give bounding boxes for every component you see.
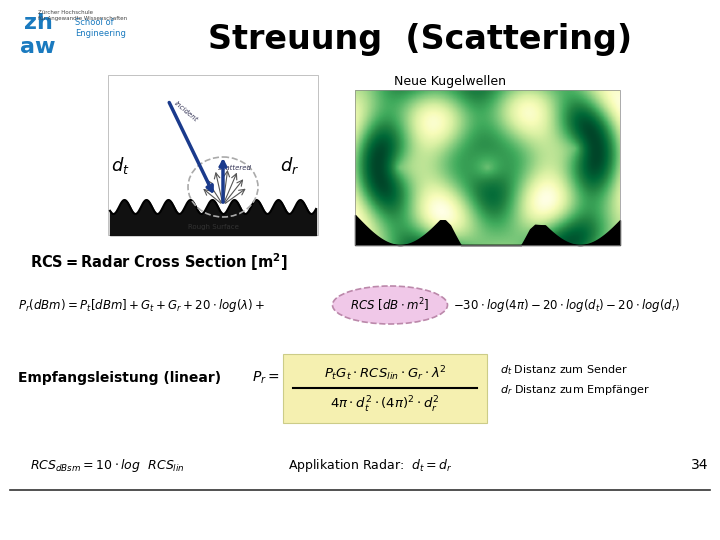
Text: $P_r =$: $P_r =$ — [253, 370, 280, 386]
Text: $\mathbf{RCS = Radar\ Cross\ Section\ [m^2]}$: $\mathbf{RCS = Radar\ Cross\ Section\ [m… — [30, 251, 287, 273]
Text: Empfangsleistung (linear): Empfangsleistung (linear) — [18, 371, 221, 385]
Text: $4\pi \cdot d_t^2 \cdot (4\pi)^2 \cdot d_r^2$: $4\pi \cdot d_t^2 \cdot (4\pi)^2 \cdot d… — [330, 395, 440, 415]
Text: Streuung  (Scattering): Streuung (Scattering) — [208, 24, 632, 57]
Text: Rough Surface: Rough Surface — [188, 224, 238, 230]
Text: Applikation Radar:  $d_t = d_r$: Applikation Radar: $d_t = d_r$ — [288, 456, 452, 474]
Text: zh
aw: zh aw — [20, 14, 55, 57]
Text: School of
Engineering: School of Engineering — [75, 18, 126, 38]
Text: $P_r(dBm) = P_t[dBm] + G_t + G_r + 20 \cdot log(\lambda) +$: $P_r(dBm) = P_t[dBm] + G_t + G_r + 20 \c… — [18, 296, 265, 314]
Text: $d_r$ Distanz zum Empfänger: $d_r$ Distanz zum Empfänger — [500, 383, 649, 397]
Text: Zürcher Hochschule
für Angewandte Wissenschaften: Zürcher Hochschule für Angewandte Wissen… — [38, 10, 127, 21]
Text: Incident: Incident — [173, 100, 199, 123]
Text: Scattered: Scattered — [218, 165, 252, 171]
Text: 34: 34 — [691, 458, 708, 472]
FancyBboxPatch shape — [283, 354, 487, 423]
Text: $- 30 \cdot log(4\pi) - 20 \cdot log(d_t) - 20 \cdot log(d_r)$: $- 30 \cdot log(4\pi) - 20 \cdot log(d_t… — [453, 296, 680, 314]
Text: $d_r$: $d_r$ — [280, 154, 300, 176]
Bar — [108, 75, 318, 235]
Text: $RCS_{dBsm} = 10 \cdot log\ \ RCS_{lin}$: $RCS_{dBsm} = 10 \cdot log\ \ RCS_{lin}$ — [30, 456, 185, 474]
Text: Neue Kugelwellen: Neue Kugelwellen — [394, 76, 506, 89]
Ellipse shape — [333, 286, 448, 324]
Text: $d_t$: $d_t$ — [111, 154, 130, 176]
Bar — [355, 90, 620, 245]
Text: $P_t G_t \cdot RCS_{lin} \cdot G_r \cdot \lambda^2$: $P_t G_t \cdot RCS_{lin} \cdot G_r \cdot… — [323, 364, 446, 383]
Text: $RCS\ [dB \cdot m^2]$: $RCS\ [dB \cdot m^2]$ — [351, 296, 430, 314]
Text: $d_t$ Distanz zum Sender: $d_t$ Distanz zum Sender — [500, 363, 628, 377]
